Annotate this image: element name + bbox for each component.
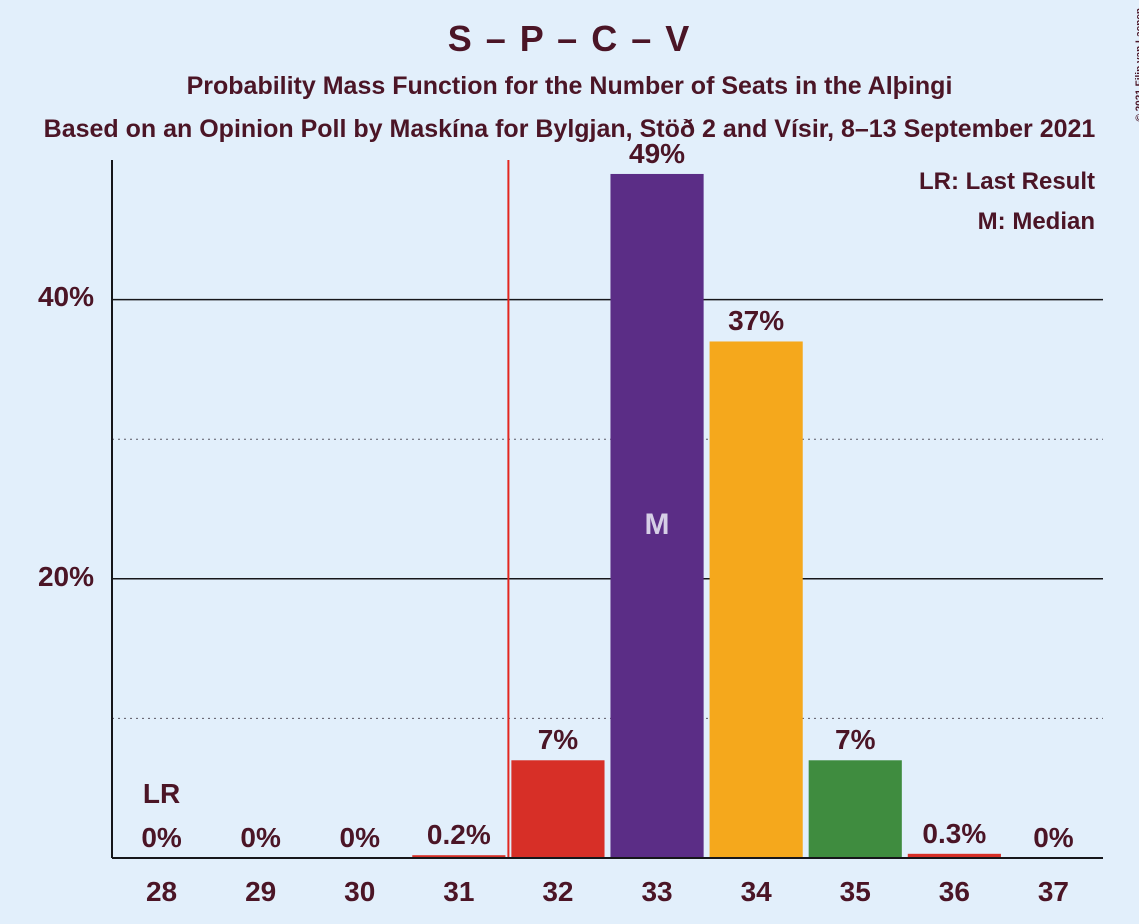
bar-value-label: 37%	[707, 305, 806, 337]
x-tick-label: 31	[409, 876, 508, 908]
x-tick-label: 29	[211, 876, 310, 908]
y-tick-label: 40%	[0, 281, 94, 313]
x-tick-label: 35	[806, 876, 905, 908]
bar-value-label: 0%	[112, 822, 211, 854]
bar-value-label: 7%	[806, 724, 905, 756]
bar-value-label: 0%	[1004, 822, 1103, 854]
x-tick-label: 34	[707, 876, 806, 908]
x-tick-label: 33	[608, 876, 707, 908]
x-tick-label: 37	[1004, 876, 1103, 908]
bar-value-label: 0.2%	[409, 819, 508, 851]
bar	[710, 341, 803, 858]
median-label: M	[608, 508, 707, 542]
bar-value-label: 0%	[211, 822, 310, 854]
x-tick-label: 32	[508, 876, 607, 908]
bar-value-label: 0.3%	[905, 818, 1004, 850]
x-tick-label: 30	[310, 876, 409, 908]
legend-entry: M: Median	[978, 208, 1095, 236]
bar	[809, 760, 902, 858]
x-tick-label: 36	[905, 876, 1004, 908]
bar-value-label: 0%	[310, 822, 409, 854]
bar-value-label: 7%	[508, 724, 607, 756]
x-tick-label: 28	[112, 876, 211, 908]
legend-entry: LR: Last Result	[919, 168, 1095, 196]
bar-value-label: 49%	[608, 138, 707, 170]
y-tick-label: 20%	[0, 561, 94, 593]
lr-label: LR	[112, 778, 211, 810]
bar	[511, 760, 604, 858]
